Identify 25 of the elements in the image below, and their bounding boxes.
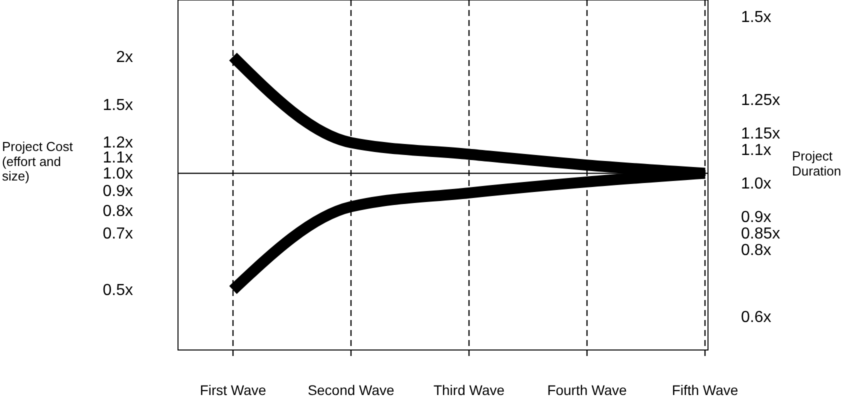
y-tick-label: 0.8x (102, 202, 133, 220)
y-axis-title: Project Cost (effort and size) (2, 138, 74, 184)
y-tick-label: 1.1x (102, 149, 133, 166)
y2-axis-title: Project Duration (792, 148, 842, 178)
y2-tick-label: 1.1x (741, 142, 772, 160)
y-tick-label: 1.0x (102, 165, 133, 182)
y-tick-label: 0.7x (102, 225, 133, 242)
y-tick-label: 0.9x (102, 183, 133, 200)
x-tick-label: Fifth Wave (672, 382, 738, 398)
y2-tick-label: 1.0x (741, 175, 772, 192)
y2-tick-label: 0.9x (741, 208, 772, 226)
y-tick-label: 1.2x (102, 134, 133, 152)
x-tick-label: First Wave (200, 382, 266, 398)
y-tick-label: 0.5x (102, 282, 133, 300)
y2-tick-label: 0.6x (741, 308, 772, 326)
y2-tick-label: 1.15x (741, 125, 780, 142)
y2-tick-label: 0.85x (741, 225, 780, 242)
y-tick-label: 1.5x (102, 97, 133, 114)
y-tick-label: 2x (116, 48, 133, 66)
y2-tick-label: 1.25x (741, 92, 780, 110)
x-tick-label: Second Wave (308, 382, 395, 398)
x-tick-label: Fourth Wave (547, 382, 628, 398)
y2-tick-label: 0.8x (741, 242, 772, 260)
x-tick-label: Third Wave (433, 382, 505, 398)
y2-tick-label: 1.5x (741, 8, 772, 26)
